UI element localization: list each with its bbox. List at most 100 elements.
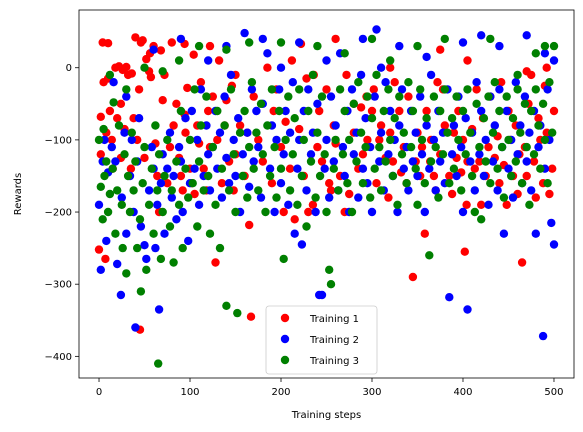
data-point — [133, 243, 142, 253]
data-point — [245, 38, 254, 47]
data-point — [275, 106, 284, 116]
data-point — [238, 150, 247, 159]
data-point — [317, 290, 327, 300]
data-point — [243, 128, 252, 137]
data-point — [425, 164, 434, 173]
data-point — [325, 265, 334, 274]
data-point — [433, 78, 442, 87]
data-point — [256, 99, 266, 109]
data-point — [434, 193, 443, 202]
data-point — [290, 215, 299, 224]
data-point — [520, 92, 530, 101]
data-point — [416, 92, 425, 101]
data-point — [113, 186, 122, 195]
data-point — [397, 150, 407, 159]
data-point — [129, 186, 138, 195]
data-point — [445, 293, 454, 302]
data-point — [470, 207, 479, 217]
data-point — [229, 135, 238, 145]
data-point — [413, 171, 422, 181]
data-point — [204, 171, 213, 181]
data-point — [101, 254, 110, 264]
data-point — [167, 193, 176, 202]
data-point — [194, 157, 204, 166]
data-point — [116, 290, 126, 300]
data-point — [390, 114, 399, 123]
data-point — [499, 193, 509, 202]
data-point — [431, 142, 440, 152]
data-point — [267, 179, 277, 188]
y-tick-label: −300 — [45, 280, 72, 291]
data-point — [160, 229, 169, 238]
data-point — [199, 186, 208, 195]
data-point — [231, 171, 240, 181]
data-point — [497, 78, 506, 87]
data-point — [142, 254, 151, 264]
data-point — [347, 207, 357, 217]
data-point — [243, 193, 252, 202]
data-point — [138, 36, 147, 45]
data-point — [447, 114, 457, 123]
data-point — [445, 179, 454, 188]
data-point — [536, 164, 545, 173]
data-point — [376, 186, 386, 195]
data-point — [511, 78, 520, 87]
data-point — [122, 85, 131, 94]
data-point — [438, 150, 448, 159]
data-point — [217, 193, 227, 202]
data-point — [413, 41, 422, 51]
data-point — [540, 41, 550, 51]
data-point — [477, 215, 486, 224]
y-tick-label: 0 — [66, 63, 72, 74]
data-point — [184, 193, 193, 202]
data-point — [181, 128, 190, 137]
data-point — [149, 45, 158, 54]
data-point — [388, 171, 398, 181]
data-point — [484, 200, 493, 209]
x-tick-label: 0 — [96, 387, 102, 398]
data-point — [270, 207, 279, 217]
data-point — [205, 41, 215, 51]
data-point — [187, 106, 196, 116]
data-point — [247, 78, 257, 87]
data-point — [495, 106, 504, 116]
data-point — [525, 200, 534, 209]
data-point — [102, 236, 111, 246]
data-point — [481, 135, 490, 145]
data-point — [315, 106, 324, 116]
data-point — [94, 135, 104, 145]
x-tick-label: 500 — [544, 387, 563, 398]
data-point — [163, 164, 172, 173]
data-point — [272, 135, 281, 145]
data-point — [172, 215, 181, 224]
data-point — [96, 265, 106, 274]
data-point — [213, 135, 222, 145]
data-point — [134, 114, 144, 123]
data-point — [285, 186, 295, 195]
data-point — [361, 114, 370, 123]
data-point — [214, 56, 224, 65]
data-point — [126, 164, 136, 173]
data-point — [125, 207, 135, 217]
data-point — [331, 34, 340, 44]
data-point — [413, 200, 422, 209]
data-point — [94, 200, 104, 209]
data-point — [516, 121, 525, 130]
data-point — [317, 92, 327, 101]
data-point — [284, 200, 293, 209]
x-tick-label: 300 — [362, 387, 381, 398]
data-point — [366, 193, 375, 202]
data-point — [417, 135, 427, 145]
data-point — [249, 92, 258, 101]
data-point — [169, 171, 178, 181]
data-point — [358, 150, 368, 159]
data-point — [131, 33, 140, 42]
data-point — [107, 135, 117, 145]
data-point — [306, 157, 316, 166]
data-point — [381, 78, 390, 87]
data-point — [436, 157, 445, 166]
data-point — [529, 157, 539, 166]
data-point — [293, 164, 302, 173]
data-point — [384, 150, 393, 159]
data-point — [204, 150, 213, 159]
